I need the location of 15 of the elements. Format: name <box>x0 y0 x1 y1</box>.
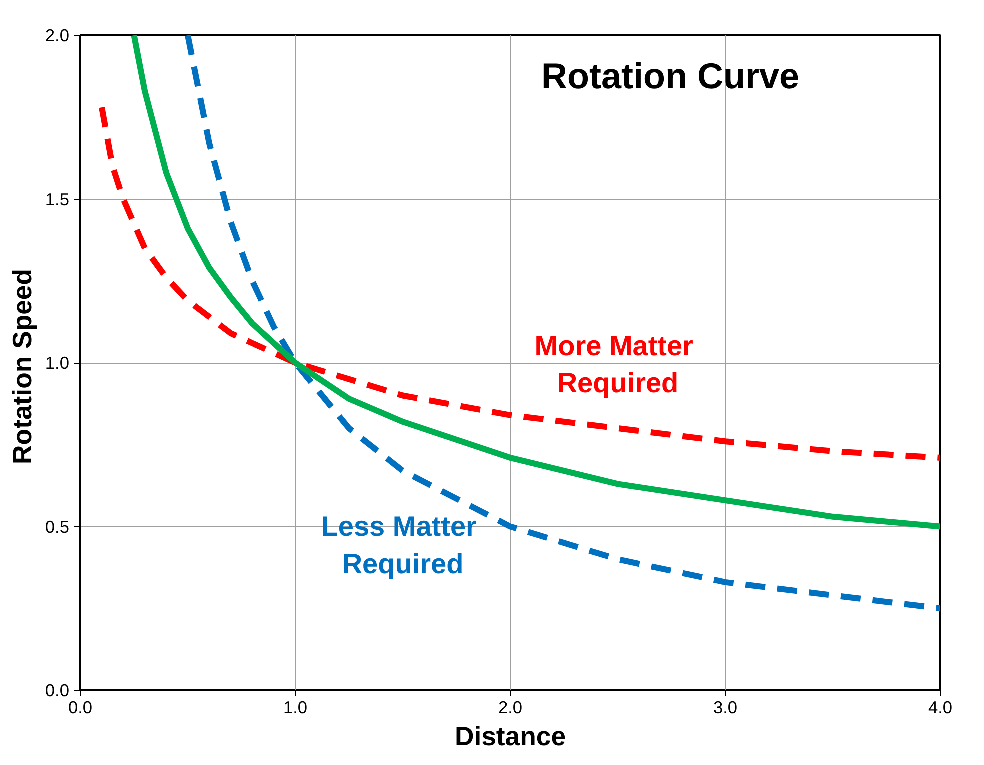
y-axis-title: Rotation Speed <box>7 268 38 464</box>
text: Rotation Curve <box>541 56 800 96</box>
x-tick-label: 4.0 <box>928 698 953 718</box>
x-tick-label: 0.0 <box>68 698 93 718</box>
series-label: Less Matter Required <box>321 511 478 580</box>
x-axis-title: Distance <box>454 722 566 752</box>
y-tick-label: 2.0 <box>45 26 70 46</box>
y-tick-label: 1.0 <box>45 353 70 373</box>
x-tick-label: 1.0 <box>283 698 308 718</box>
y-tick-label: 1.5 <box>45 189 70 210</box>
x-tick-label: 2.0 <box>498 698 523 718</box>
y-tick-label: 0.0 <box>45 680 70 700</box>
series-label: More Matter Required <box>534 330 694 398</box>
x-tick-label: 3.0 <box>713 698 738 718</box>
y-tick-label: 0.5 <box>45 516 70 537</box>
